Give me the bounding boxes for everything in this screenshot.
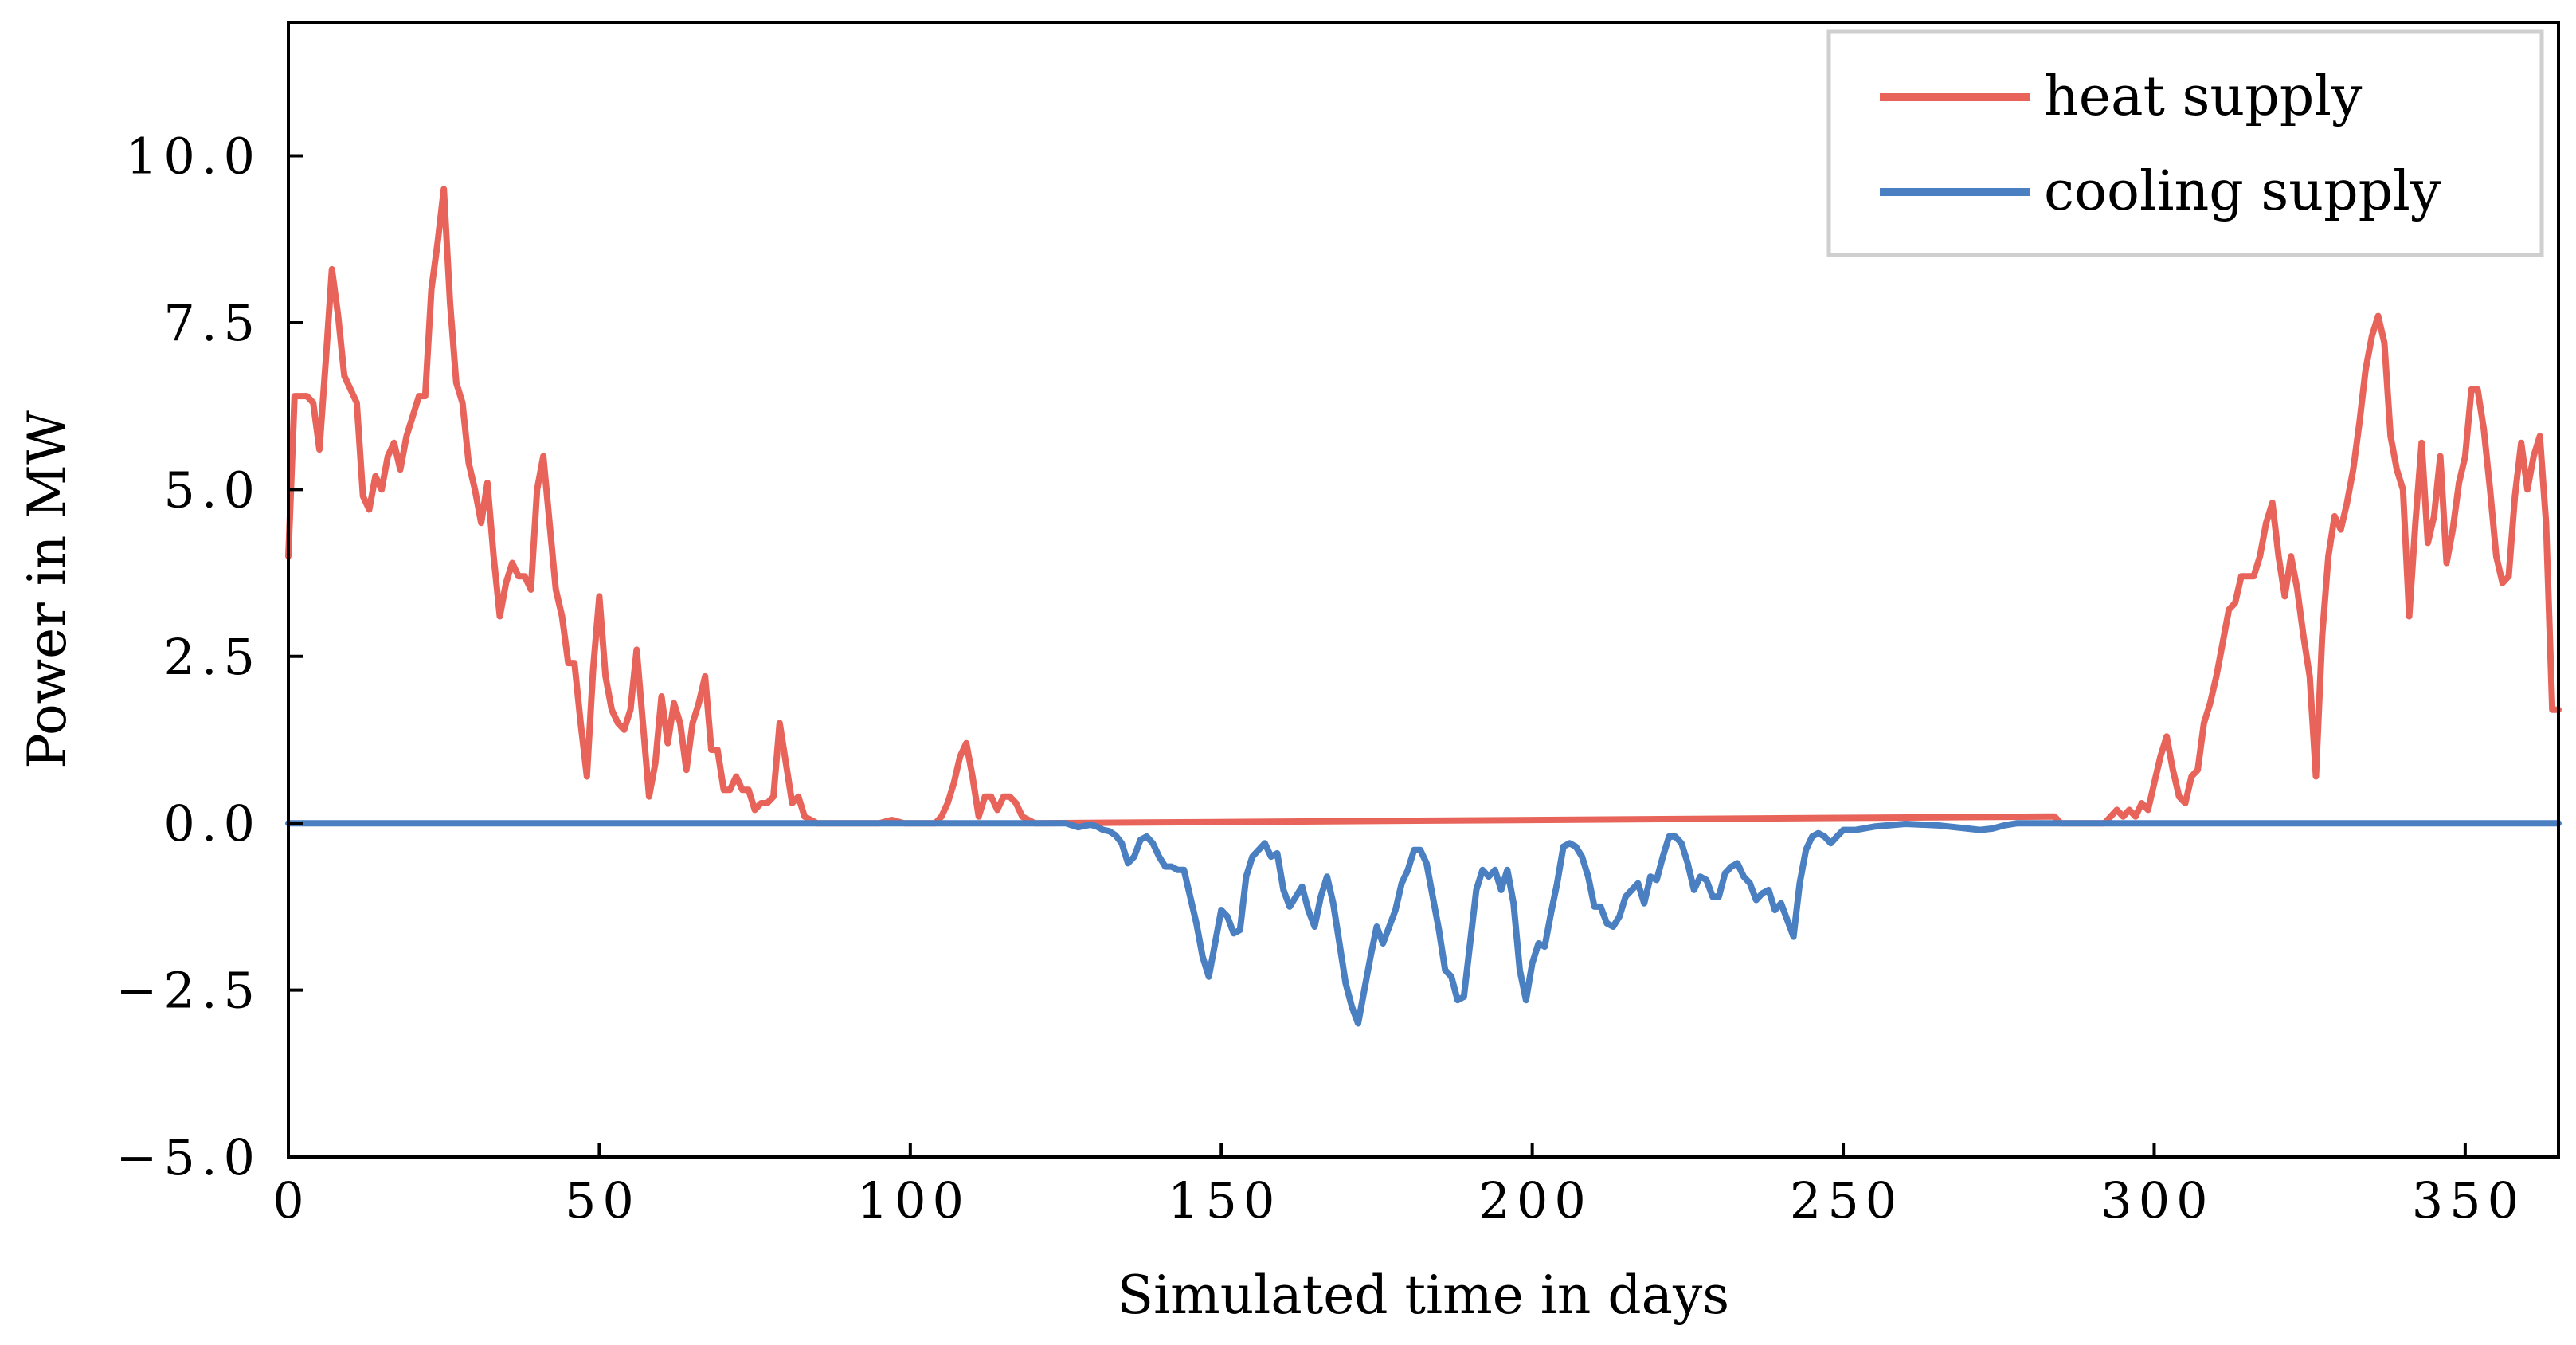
x-tick-label: 350 [2412, 1171, 2525, 1229]
x-tick-label: 300 [2100, 1171, 2214, 1229]
y-tick-label: 10.0 [126, 127, 261, 186]
y-axis-title: Power in MW [17, 410, 78, 769]
x-tick-label: 150 [1168, 1171, 1281, 1229]
x-tick-label: 200 [1478, 1171, 1591, 1229]
legend-label-cooling-supply: cooling supply [2044, 160, 2441, 223]
legend-label-heat-supply: heat supply [2044, 65, 2363, 128]
y-tick-label: 5.0 [163, 461, 261, 519]
y-tick-label: −2.5 [115, 962, 261, 1020]
series-line-cooling-supply [285, 820, 2562, 1027]
x-tick-label: 100 [857, 1171, 970, 1229]
plot-frame [287, 21, 2560, 1159]
ticks-layer: 0 50 100 150 200 250 300 350 −5.0 −2.5 0.0 2.5 5.0 7.… [115, 127, 2525, 1229]
series-line-heat-supply [285, 186, 2562, 827]
y-tick-label: 0.0 [163, 794, 261, 853]
legend-box [1826, 29, 2544, 257]
x-tick-label: 250 [1790, 1171, 1903, 1229]
series-layer [285, 186, 2562, 1027]
x-tick-label: 50 [565, 1171, 640, 1229]
y-tick-label: 2.5 [163, 628, 261, 686]
x-axis-title: Simulated time in days [1118, 1265, 1729, 1326]
legend: heat supply cooling supply [1826, 29, 2544, 257]
x-tick-label: 0 [272, 1171, 310, 1229]
y-tick-label: −5.0 [115, 1128, 261, 1186]
y-tick-label: 7.5 [163, 294, 261, 352]
